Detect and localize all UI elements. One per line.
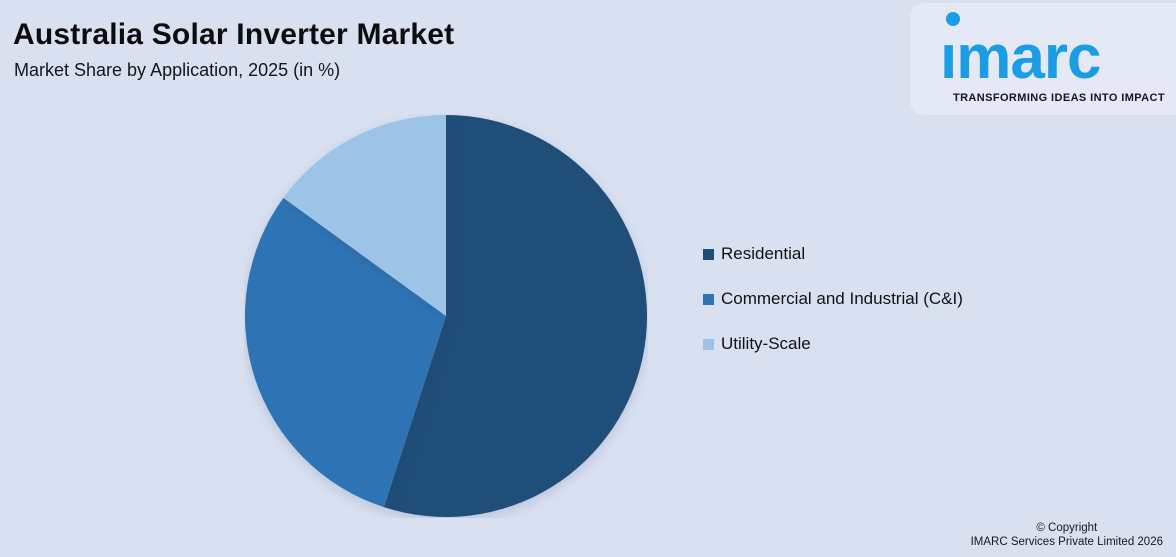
pie-slice-commercial-and-industrial-c-i — [245, 197, 446, 508]
legend-item-residential: Residential — [703, 243, 963, 265]
legend-label: Commercial and Industrial (C&I) — [721, 289, 963, 308]
logo-dot-icon — [946, 12, 960, 26]
legend-swatch-utility-scale — [703, 338, 714, 350]
imarc-logo: ımarc TRANSFORMING IDEAS INTO IMPACT — [910, 3, 1176, 115]
legend-swatch-residential — [703, 248, 714, 260]
legend-label: Residential — [721, 244, 806, 263]
logo-wordmark: ımarc — [940, 23, 1101, 92]
legend-item-utility-scale: Utility-Scale — [703, 333, 963, 355]
page-subtitle: Market Share by Application, 2025 (in %) — [14, 60, 341, 80]
legend-swatch-commercial-industrial — [703, 293, 714, 305]
legend-label: Utility-Scale — [721, 334, 811, 353]
chart-legend: Residential Commercial and Industrial (C… — [703, 243, 963, 378]
copyright-line1: © Copyright — [1036, 522, 1098, 534]
copyright-line2: IMARC Services Private Limited 2026 — [970, 535, 1163, 548]
pie-slice-utility-scale — [283, 115, 446, 316]
pie-chart — [245, 115, 648, 517]
logo-tagline: TRANSFORMING IDEAS INTO IMPACT — [952, 92, 1165, 104]
copyright-notice: © Copyright IMARC Services Private Limit… — [971, 522, 1163, 549]
page-title: Australia Solar Inverter Market — [13, 18, 455, 51]
legend-item-commercial-industrial: Commercial and Industrial (C&I) — [703, 288, 963, 310]
pie-slice-residential — [383, 115, 648, 517]
